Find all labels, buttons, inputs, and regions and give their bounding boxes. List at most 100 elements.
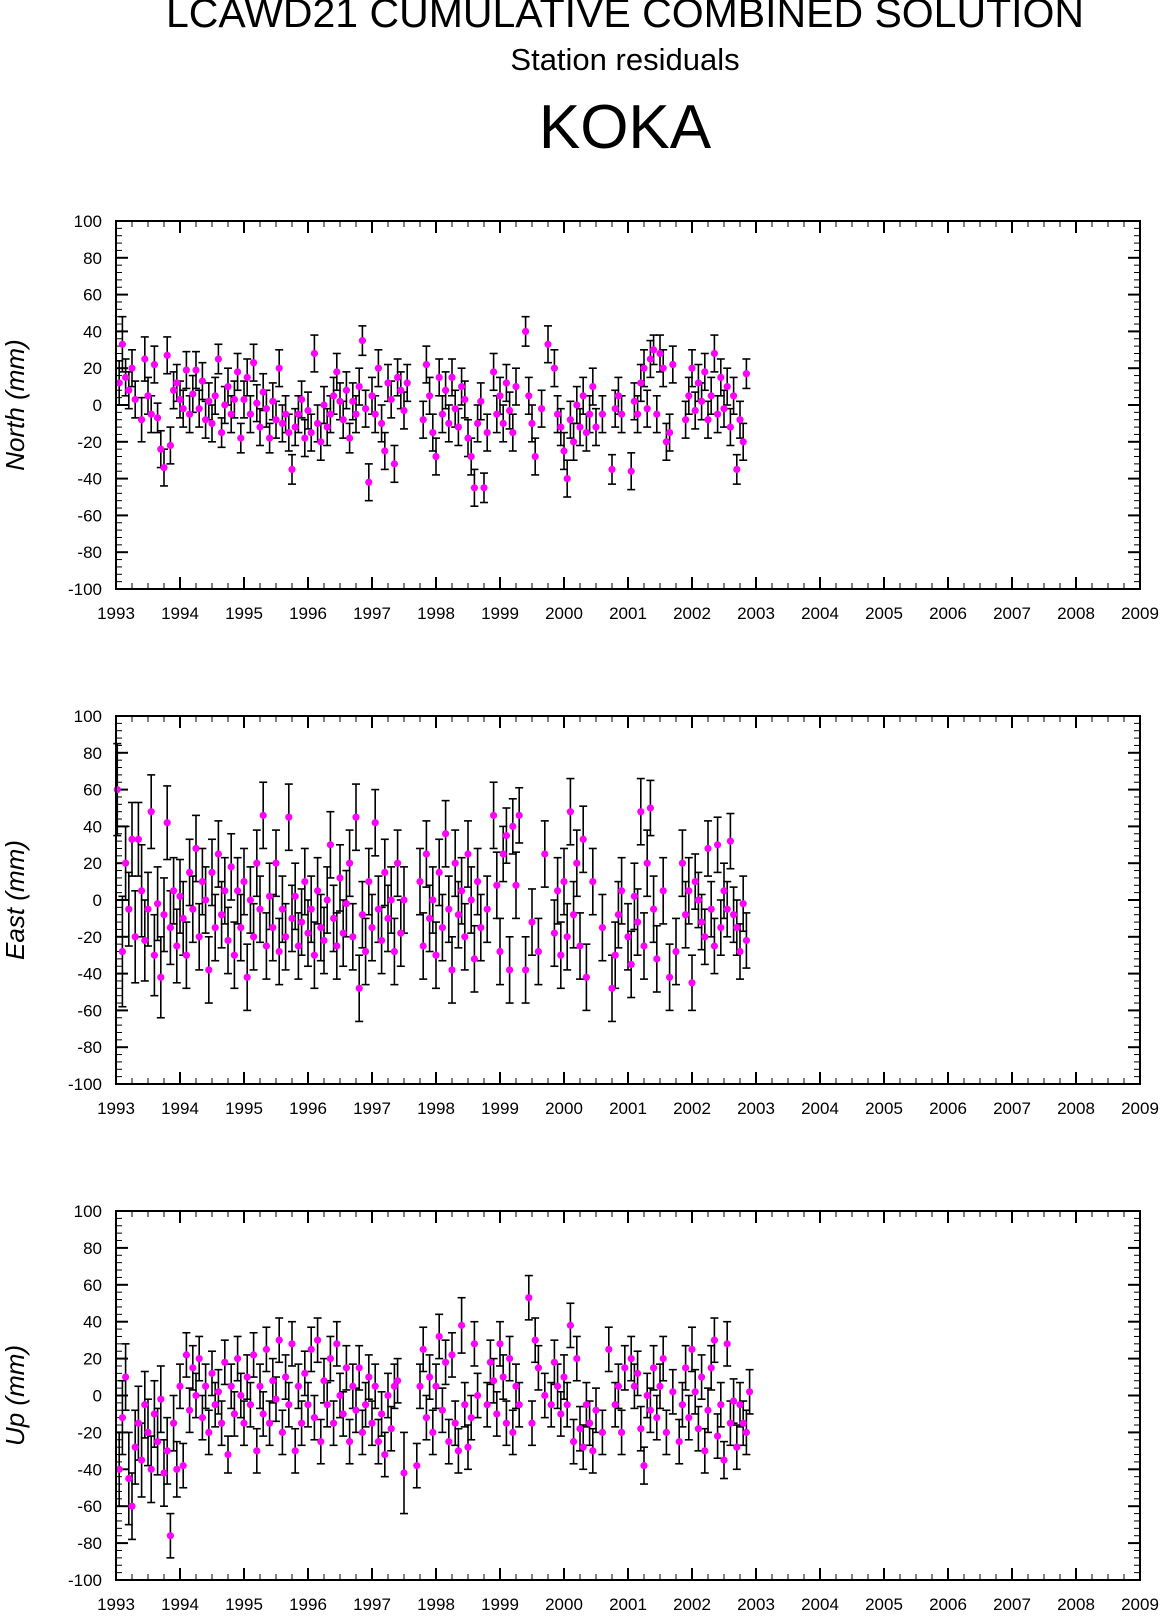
up-point <box>259 1410 267 1418</box>
north-point <box>451 405 459 413</box>
east-ytick-label: 60 <box>83 781 102 800</box>
north-point <box>477 397 485 405</box>
up-point <box>637 1425 645 1433</box>
chart-main-title: LCAWD21 CUMULATIVE COMBINED SOLUTION <box>165 0 1085 36</box>
north-point <box>205 397 213 405</box>
north-xtick-label: 2005 <box>865 604 903 623</box>
up-point <box>166 1532 174 1540</box>
up-point <box>333 1340 341 1348</box>
up-point <box>125 1474 133 1483</box>
north-point <box>250 359 258 367</box>
up-point <box>486 1358 494 1366</box>
east-point <box>387 896 395 904</box>
east-point <box>624 933 632 941</box>
north-point <box>576 423 584 431</box>
north-point <box>550 364 559 372</box>
east-point <box>352 813 360 821</box>
up-point <box>246 1401 254 1409</box>
east-point <box>448 966 456 974</box>
north-point <box>659 364 667 372</box>
up-point <box>384 1391 392 1400</box>
north-point <box>656 349 664 358</box>
east-point <box>608 984 616 992</box>
east-point <box>368 924 376 932</box>
east-point <box>397 929 405 937</box>
up-point <box>621 1364 629 1372</box>
east-point <box>477 924 485 932</box>
east-point <box>736 947 744 956</box>
east-point <box>650 905 658 913</box>
east-point <box>598 924 607 932</box>
up-point <box>525 1294 533 1302</box>
up-point <box>419 1345 427 1353</box>
east-point <box>182 951 190 959</box>
east-point <box>131 933 139 941</box>
north-point <box>307 429 315 437</box>
up-point <box>352 1406 360 1414</box>
up-point <box>285 1401 293 1409</box>
east-point <box>685 887 693 895</box>
east-ytick-label: -60 <box>77 1001 102 1020</box>
east-point <box>522 966 530 974</box>
up-point <box>163 1447 171 1455</box>
east-point <box>730 911 738 919</box>
east-point <box>698 918 706 926</box>
north-point <box>394 373 402 381</box>
north-point <box>346 434 354 442</box>
up-point <box>208 1369 216 1377</box>
north-point <box>320 401 328 409</box>
up-point <box>662 1428 671 1436</box>
north-point <box>330 392 338 400</box>
east-point <box>294 942 302 950</box>
east-point <box>643 859 651 867</box>
east-point <box>442 830 450 838</box>
east-point <box>170 887 178 895</box>
up-point <box>445 1438 453 1446</box>
east-point <box>739 900 747 908</box>
north-point <box>694 379 703 387</box>
east-point <box>378 936 386 945</box>
up-point <box>317 1438 325 1446</box>
east-point <box>166 924 174 932</box>
north-panel: -100 -80 -60 -40 -20 0 20 40 60 80 100 1993 1994 1995… <box>0 212 1159 623</box>
east-xtick-label: 1994 <box>161 1099 199 1118</box>
north-point <box>506 406 514 415</box>
north-point <box>147 410 155 418</box>
up-xtick-label: 2005 <box>865 1595 903 1614</box>
north-point <box>150 360 158 369</box>
east-point <box>221 887 229 895</box>
north-point <box>378 419 386 427</box>
east-point <box>141 936 149 945</box>
east-point <box>653 955 661 963</box>
up-point <box>653 1414 661 1422</box>
up-point <box>144 1428 152 1436</box>
up-point <box>314 1336 322 1344</box>
north-point <box>278 419 286 427</box>
north-point <box>138 416 146 424</box>
up-point <box>186 1406 194 1414</box>
north-point <box>355 383 363 391</box>
up-point <box>582 1401 591 1409</box>
north-point <box>342 386 350 394</box>
up-point <box>298 1419 306 1427</box>
east-point <box>400 896 408 904</box>
up-point <box>122 1373 130 1381</box>
up-point <box>214 1388 222 1396</box>
up-point <box>531 1336 539 1344</box>
north-point <box>544 340 552 348</box>
east-point <box>483 905 491 913</box>
east-point <box>346 859 354 867</box>
east-point <box>470 955 478 963</box>
up-point <box>234 1355 242 1363</box>
east-xtick-label: 2005 <box>865 1099 903 1118</box>
up-point <box>691 1388 699 1396</box>
up-point <box>579 1443 587 1451</box>
east-point <box>490 811 498 819</box>
up-point <box>134 1419 142 1427</box>
north-ytick-label: 20 <box>83 359 102 378</box>
north-point <box>262 405 270 413</box>
east-point <box>566 808 575 816</box>
east-point <box>672 947 680 956</box>
east-point <box>454 911 462 919</box>
up-point <box>739 1419 747 1427</box>
